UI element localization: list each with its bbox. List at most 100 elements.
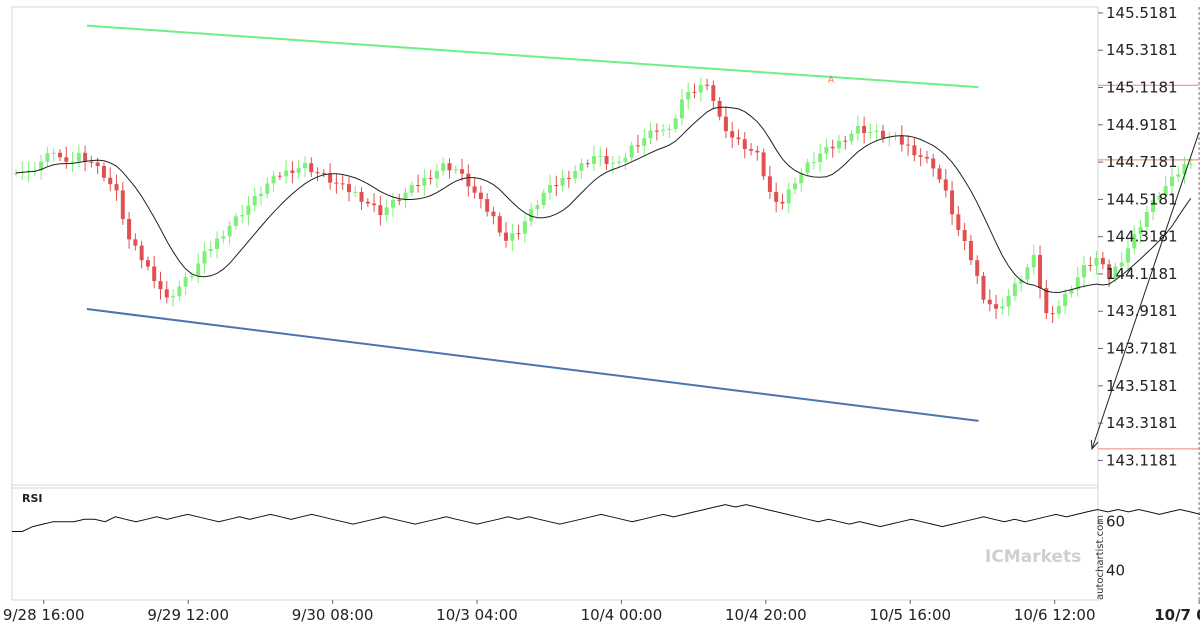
candle-body (133, 239, 138, 246)
candle-body (899, 135, 904, 145)
candle-body (635, 145, 640, 147)
candle-body (478, 192, 483, 200)
candle-body (441, 163, 446, 171)
candle-body (560, 177, 565, 186)
candle-body (390, 199, 395, 208)
candle-body (811, 162, 816, 164)
candle-body (1069, 289, 1074, 294)
candle-body (1088, 265, 1093, 267)
candle-body (786, 189, 791, 204)
candle-body (1038, 254, 1043, 289)
candle-body (127, 218, 132, 240)
candle-body (472, 186, 477, 193)
candle-body (296, 168, 301, 173)
candle-body (579, 163, 584, 171)
candle-body (409, 185, 414, 193)
candle-body (32, 170, 37, 172)
xtick-label: 9/28 16:00 (3, 606, 85, 624)
candle-body (937, 168, 942, 180)
candle-body (956, 214, 961, 230)
xtick-label: 10/7 09:00 (1154, 606, 1200, 624)
brand-watermark: ICMarkets (985, 547, 1081, 567)
candle-body (705, 84, 710, 86)
candle-body (1107, 264, 1112, 279)
candle-body (497, 216, 502, 233)
candle-body (1144, 212, 1149, 228)
candle-body (554, 185, 559, 187)
candle-body (799, 172, 804, 184)
candle-body (1044, 288, 1049, 314)
candle-body (755, 150, 760, 153)
candle-body (793, 183, 798, 190)
ytick-label: 143.1181 (1106, 451, 1178, 469)
candle-body (171, 296, 176, 298)
candle-body (1169, 176, 1174, 187)
candle-body (585, 163, 590, 165)
candle-body (321, 172, 326, 174)
candle-body (994, 304, 999, 309)
rsi-title: RSI (22, 492, 43, 505)
candle-body (208, 248, 213, 252)
candle-body (233, 216, 238, 226)
candle-body (183, 277, 188, 287)
candle-body (805, 162, 810, 173)
candle-body (1100, 257, 1105, 265)
candle-body (1176, 174, 1181, 177)
candle-body (836, 140, 841, 149)
candle-body (1163, 186, 1168, 196)
candle-body (466, 173, 471, 187)
rsi-panel: RSI 60 40 (12, 492, 1200, 580)
rsi-line (12, 504, 1200, 532)
ytick-label: 144.7181 (1106, 153, 1178, 171)
candle-body (874, 130, 879, 132)
candle-body (629, 145, 634, 158)
candle-body (667, 128, 672, 131)
candle-body (340, 183, 345, 185)
candle-body (931, 158, 936, 169)
candle-body (1056, 306, 1061, 314)
candle-body (145, 260, 150, 267)
candle-body (623, 157, 628, 162)
xtick-label: 10/3 04:00 (436, 606, 518, 624)
ytick-label: 144.3181 (1106, 228, 1178, 246)
candle-body (1050, 313, 1055, 315)
upper-channel-line (86, 24, 979, 89)
candle-body (416, 185, 421, 187)
rsi-ytick-label: 60 (1106, 513, 1125, 531)
candle-body (365, 201, 370, 204)
candle-body (302, 163, 307, 169)
candle-body (1025, 267, 1030, 280)
ytick-label: 144.1181 (1106, 265, 1178, 283)
candle-body (862, 125, 867, 134)
candle-body (265, 183, 270, 194)
candle-body (924, 156, 929, 159)
candle-body (529, 209, 534, 222)
candle-body (761, 152, 766, 177)
candle-body (290, 170, 295, 173)
rsi-frame (11, 484, 1099, 601)
autochartist-watermark: autochartist.com (1095, 515, 1106, 600)
annotation-A: A (828, 75, 835, 85)
candle-body (1094, 257, 1099, 266)
candle-body (981, 275, 986, 300)
candle-body (1031, 254, 1036, 268)
candle-body (610, 162, 615, 164)
candle-body (460, 169, 465, 174)
candle-body (189, 275, 194, 278)
candle-body (987, 299, 992, 305)
candle-body (57, 152, 62, 158)
candle-body (642, 138, 647, 146)
candle-body (114, 184, 119, 191)
candle-body (45, 153, 50, 162)
candle-body (1132, 234, 1137, 249)
ytick-label: 144.5181 (1106, 190, 1178, 208)
candle-body (95, 162, 100, 167)
xtick-label: 10/6 12:00 (1014, 606, 1096, 624)
candle-body (196, 263, 201, 276)
candle-body (70, 161, 75, 163)
ytick-label: 145.3181 (1106, 41, 1178, 59)
candle-body (516, 233, 521, 235)
candle-body (1006, 295, 1011, 307)
candle-body (284, 170, 289, 177)
candle-body (975, 260, 980, 276)
